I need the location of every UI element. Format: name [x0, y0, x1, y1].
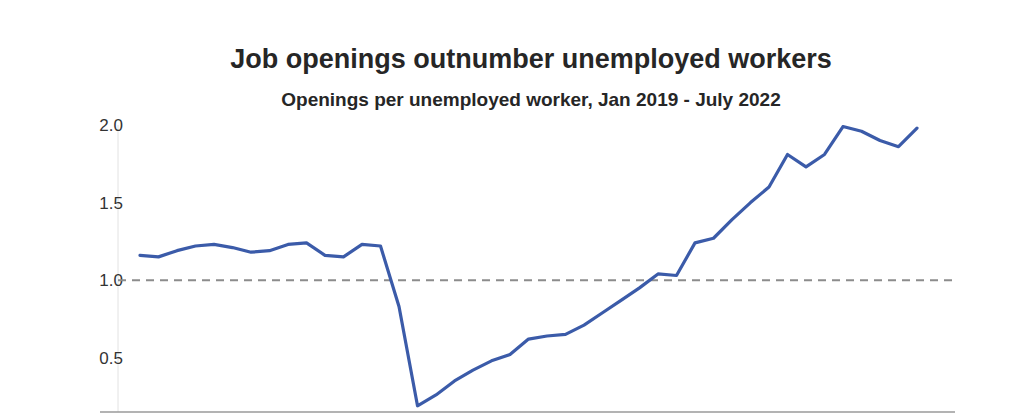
y-tick-label: 0.5 [99, 349, 123, 368]
data-line [140, 127, 917, 406]
y-tick-label: 1.5 [99, 194, 123, 213]
chart-svg: Job openings outnumber unemployed worker… [0, 0, 1024, 420]
y-tick-label: 2.0 [99, 116, 123, 135]
subtitle: Openings per unemployed worker, Jan 2019… [281, 89, 780, 110]
x-axis-line [100, 411, 955, 413]
plot-area [140, 127, 917, 406]
reference-line [118, 279, 955, 281]
chart-container: Job openings outnumber unemployed worker… [0, 0, 1024, 420]
title: Job openings outnumber unemployed worker… [230, 44, 832, 74]
y-axis-line [118, 125, 119, 412]
